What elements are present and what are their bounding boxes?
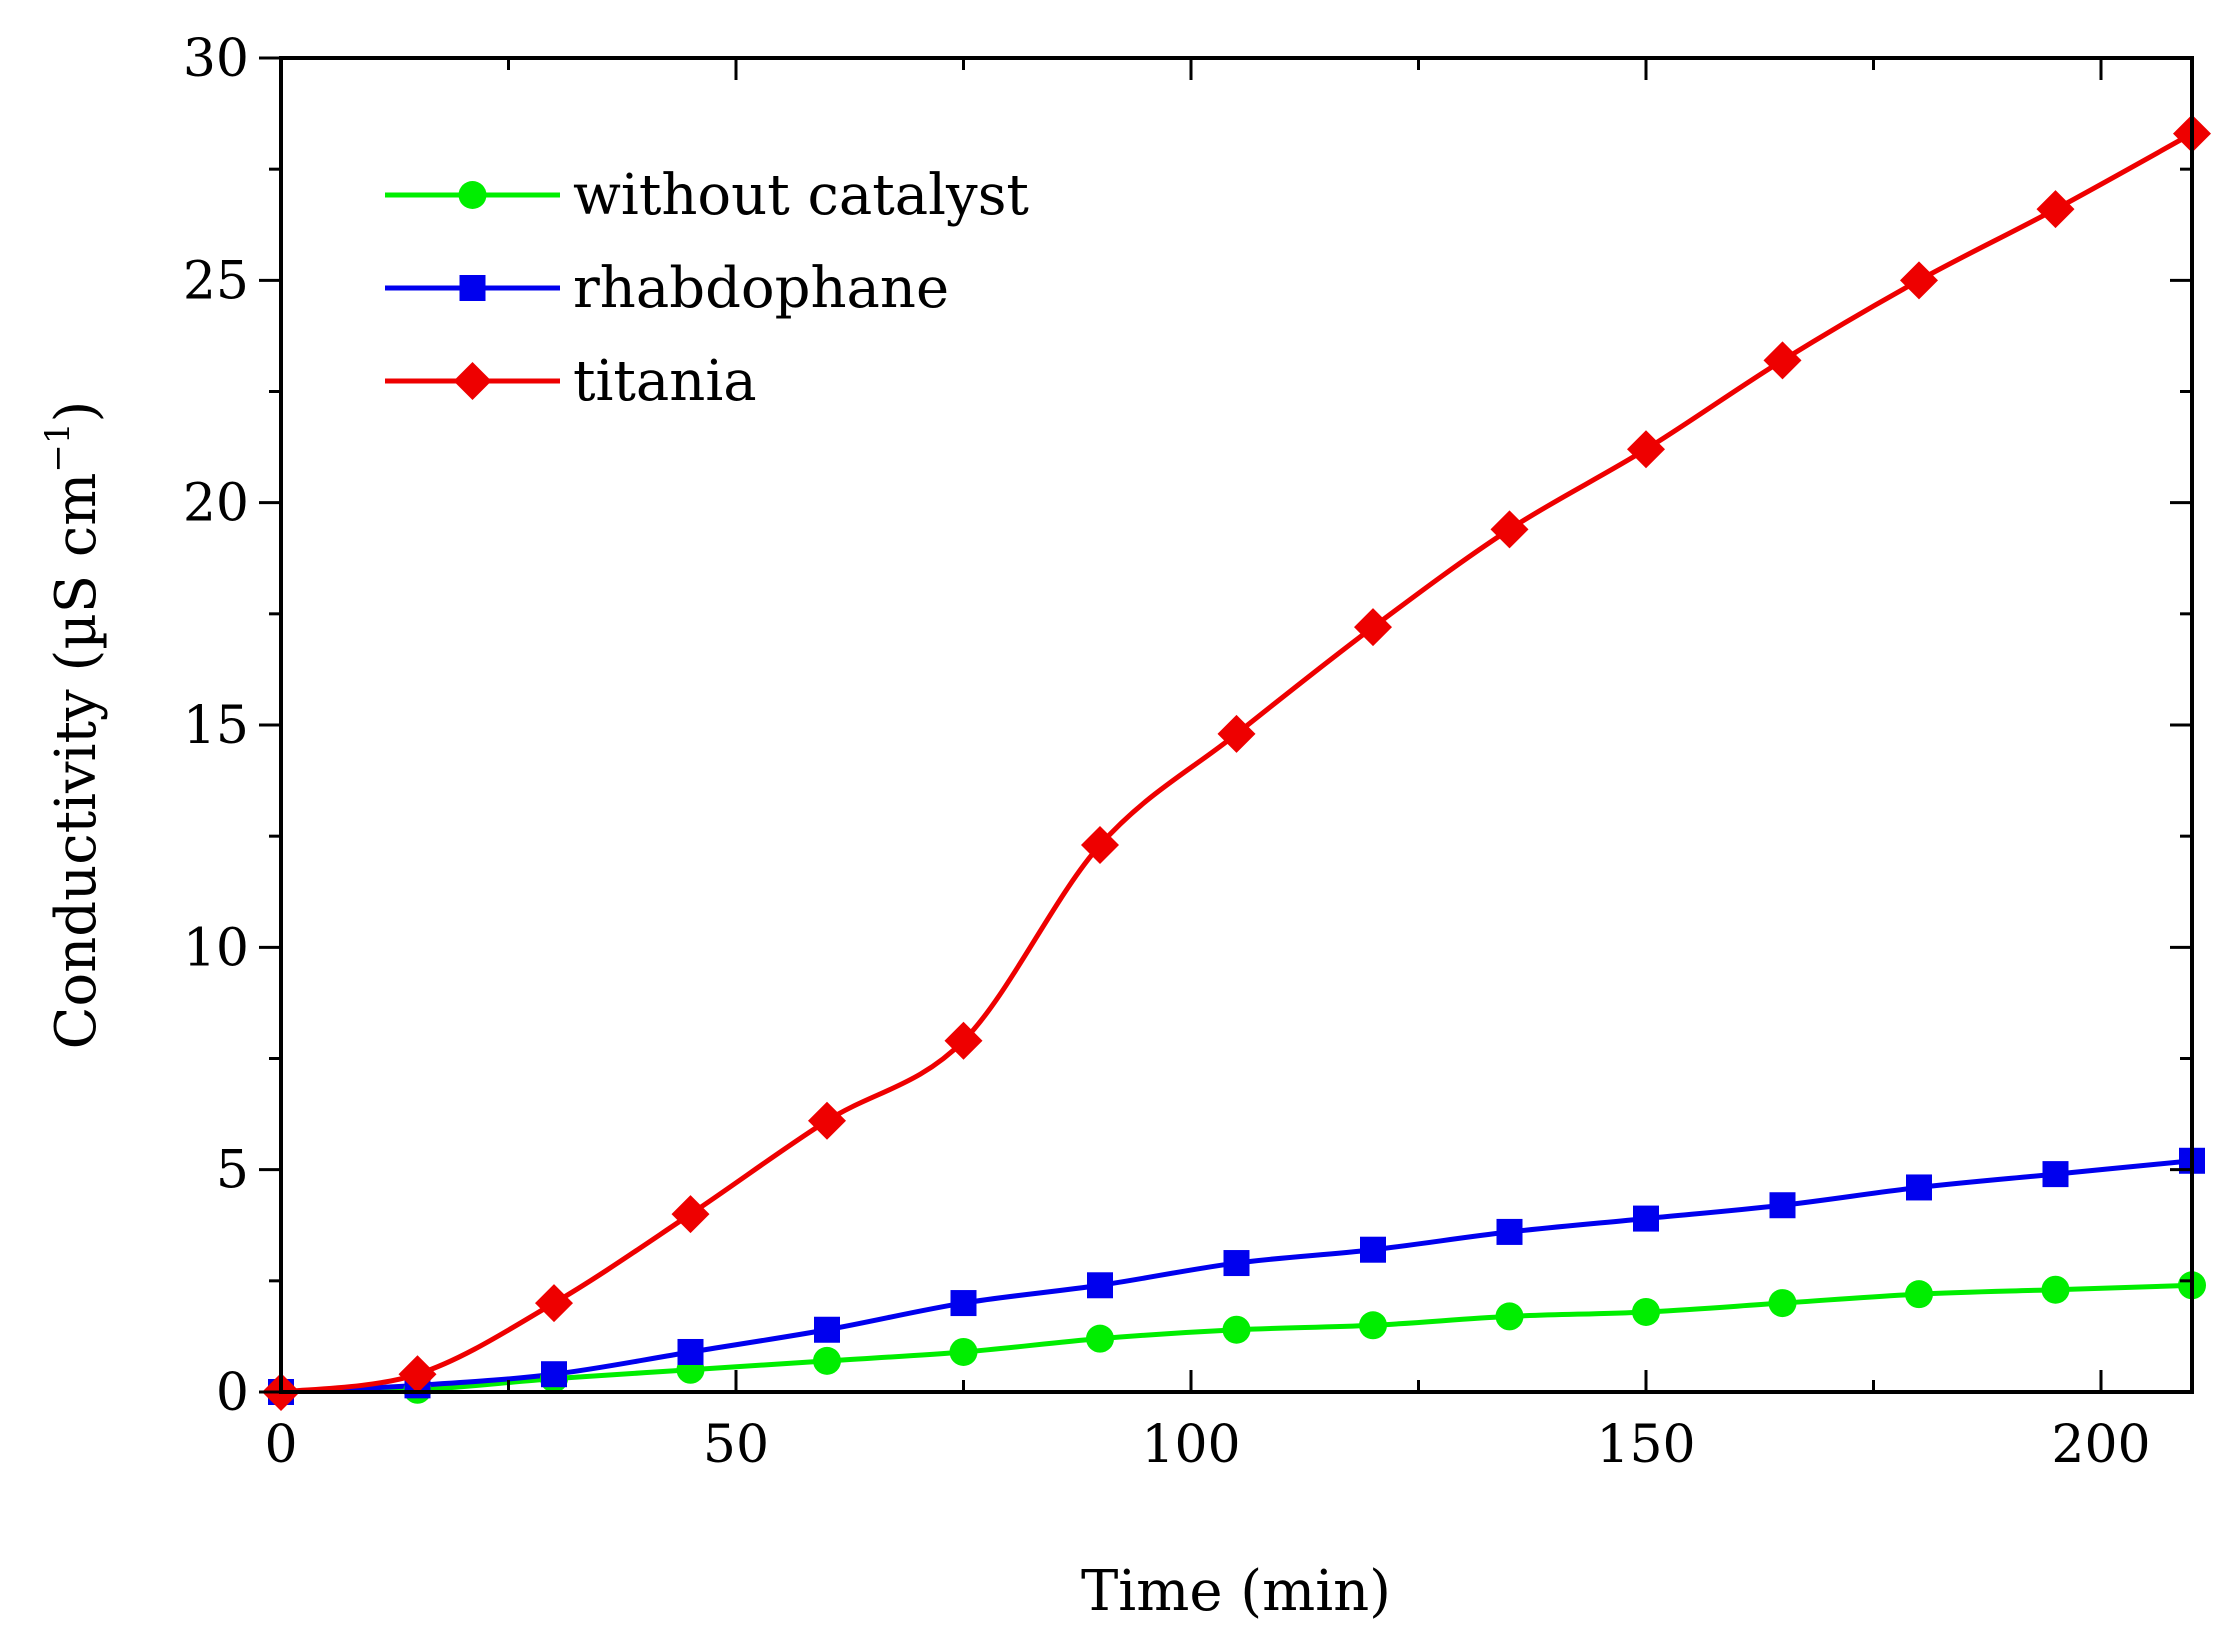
- data-point-without-catalyst: [1905, 1280, 1933, 1309]
- y-tick-label: 5: [216, 1141, 249, 1201]
- data-point-without-catalyst: [1768, 1289, 1797, 1318]
- data-point-titania: [1627, 430, 1665, 469]
- data-point-titania: [1081, 826, 1119, 865]
- y-tick-label: 0: [216, 1363, 249, 1423]
- data-point-titania: [1763, 341, 1802, 380]
- data-point-without-catalyst: [1086, 1324, 1114, 1353]
- data-point-rhabdophane: [950, 1290, 977, 1317]
- data-point-rhabdophane: [541, 1361, 567, 1388]
- data-point-rhabdophane: [1496, 1218, 1523, 1245]
- legend-marker-without-catalyst: [458, 181, 487, 209]
- data-point-without-catalyst: [2041, 1275, 2070, 1304]
- data-point-titania: [808, 1101, 846, 1140]
- y-tick-label: 25: [183, 251, 249, 311]
- y-tick-label: 30: [183, 29, 249, 89]
- y-axis-title: Conductivity (µS cm−1): [38, 401, 109, 1050]
- data-point-without-catalyst: [1359, 1311, 1387, 1340]
- data-point-titania: [2036, 190, 2075, 229]
- data-point-titania: [1354, 608, 1392, 647]
- data-point-rhabdophane: [677, 1338, 704, 1365]
- data-point-without-catalyst: [949, 1337, 978, 1366]
- data-point-without-catalyst: [1632, 1297, 1660, 1326]
- series-line-rhabdophane: [280, 1159, 2182, 1392]
- axes-layer: 0 50 100 150 200 0 5 10 15 20 25 30: [183, 29, 2192, 1475]
- data-point-titania: [1217, 714, 1256, 753]
- x-tick-label: 200: [2051, 1415, 2150, 1475]
- legend-marker-titania: [453, 362, 492, 400]
- data-point-rhabdophane: [1633, 1205, 1659, 1232]
- legend-label-without-catalyst: without catalyst: [573, 163, 1029, 228]
- x-tick-label: 150: [1596, 1415, 1695, 1475]
- y-tick-label: 10: [183, 918, 249, 978]
- data-point-rhabdophane: [1906, 1174, 1932, 1201]
- marker-layer: [262, 114, 2211, 1411]
- data-point-titania: [1900, 261, 1938, 300]
- y-tick-label: 20: [183, 474, 249, 534]
- data-point-rhabdophane: [1087, 1272, 1113, 1299]
- data-point-rhabdophane: [1769, 1192, 1796, 1219]
- x-tick-label: 0: [264, 1415, 297, 1475]
- data-point-titania: [1490, 510, 1529, 549]
- series-layer: [280, 136, 2182, 1392]
- data-point-titania: [398, 1355, 437, 1394]
- x-tick-label: 50: [703, 1415, 769, 1475]
- legend: without catalyst rhabdophane titania: [385, 163, 1029, 414]
- legend-marker-rhabdophane: [459, 275, 486, 301]
- data-point-titania: [535, 1284, 573, 1323]
- x-tick-label: 100: [1141, 1415, 1240, 1475]
- data-point-without-catalyst: [1222, 1315, 1251, 1344]
- x-axis-title: Time (min): [1081, 1559, 1391, 1624]
- y-tick-label: 15: [183, 696, 249, 756]
- data-point-titania: [671, 1195, 710, 1234]
- data-point-rhabdophane: [1360, 1236, 1386, 1263]
- legend-label-rhabdophane: rhabdophane: [573, 256, 949, 321]
- data-point-without-catalyst: [813, 1346, 841, 1375]
- data-point-rhabdophane: [814, 1316, 840, 1343]
- data-point-without-catalyst: [1495, 1302, 1524, 1331]
- data-point-rhabdophane: [2042, 1161, 2069, 1188]
- data-point-rhabdophane: [1223, 1250, 1250, 1277]
- data-point-titania: [944, 1021, 983, 1060]
- series-line-titania: [280, 136, 2182, 1392]
- legend-label-titania: titania: [573, 349, 757, 414]
